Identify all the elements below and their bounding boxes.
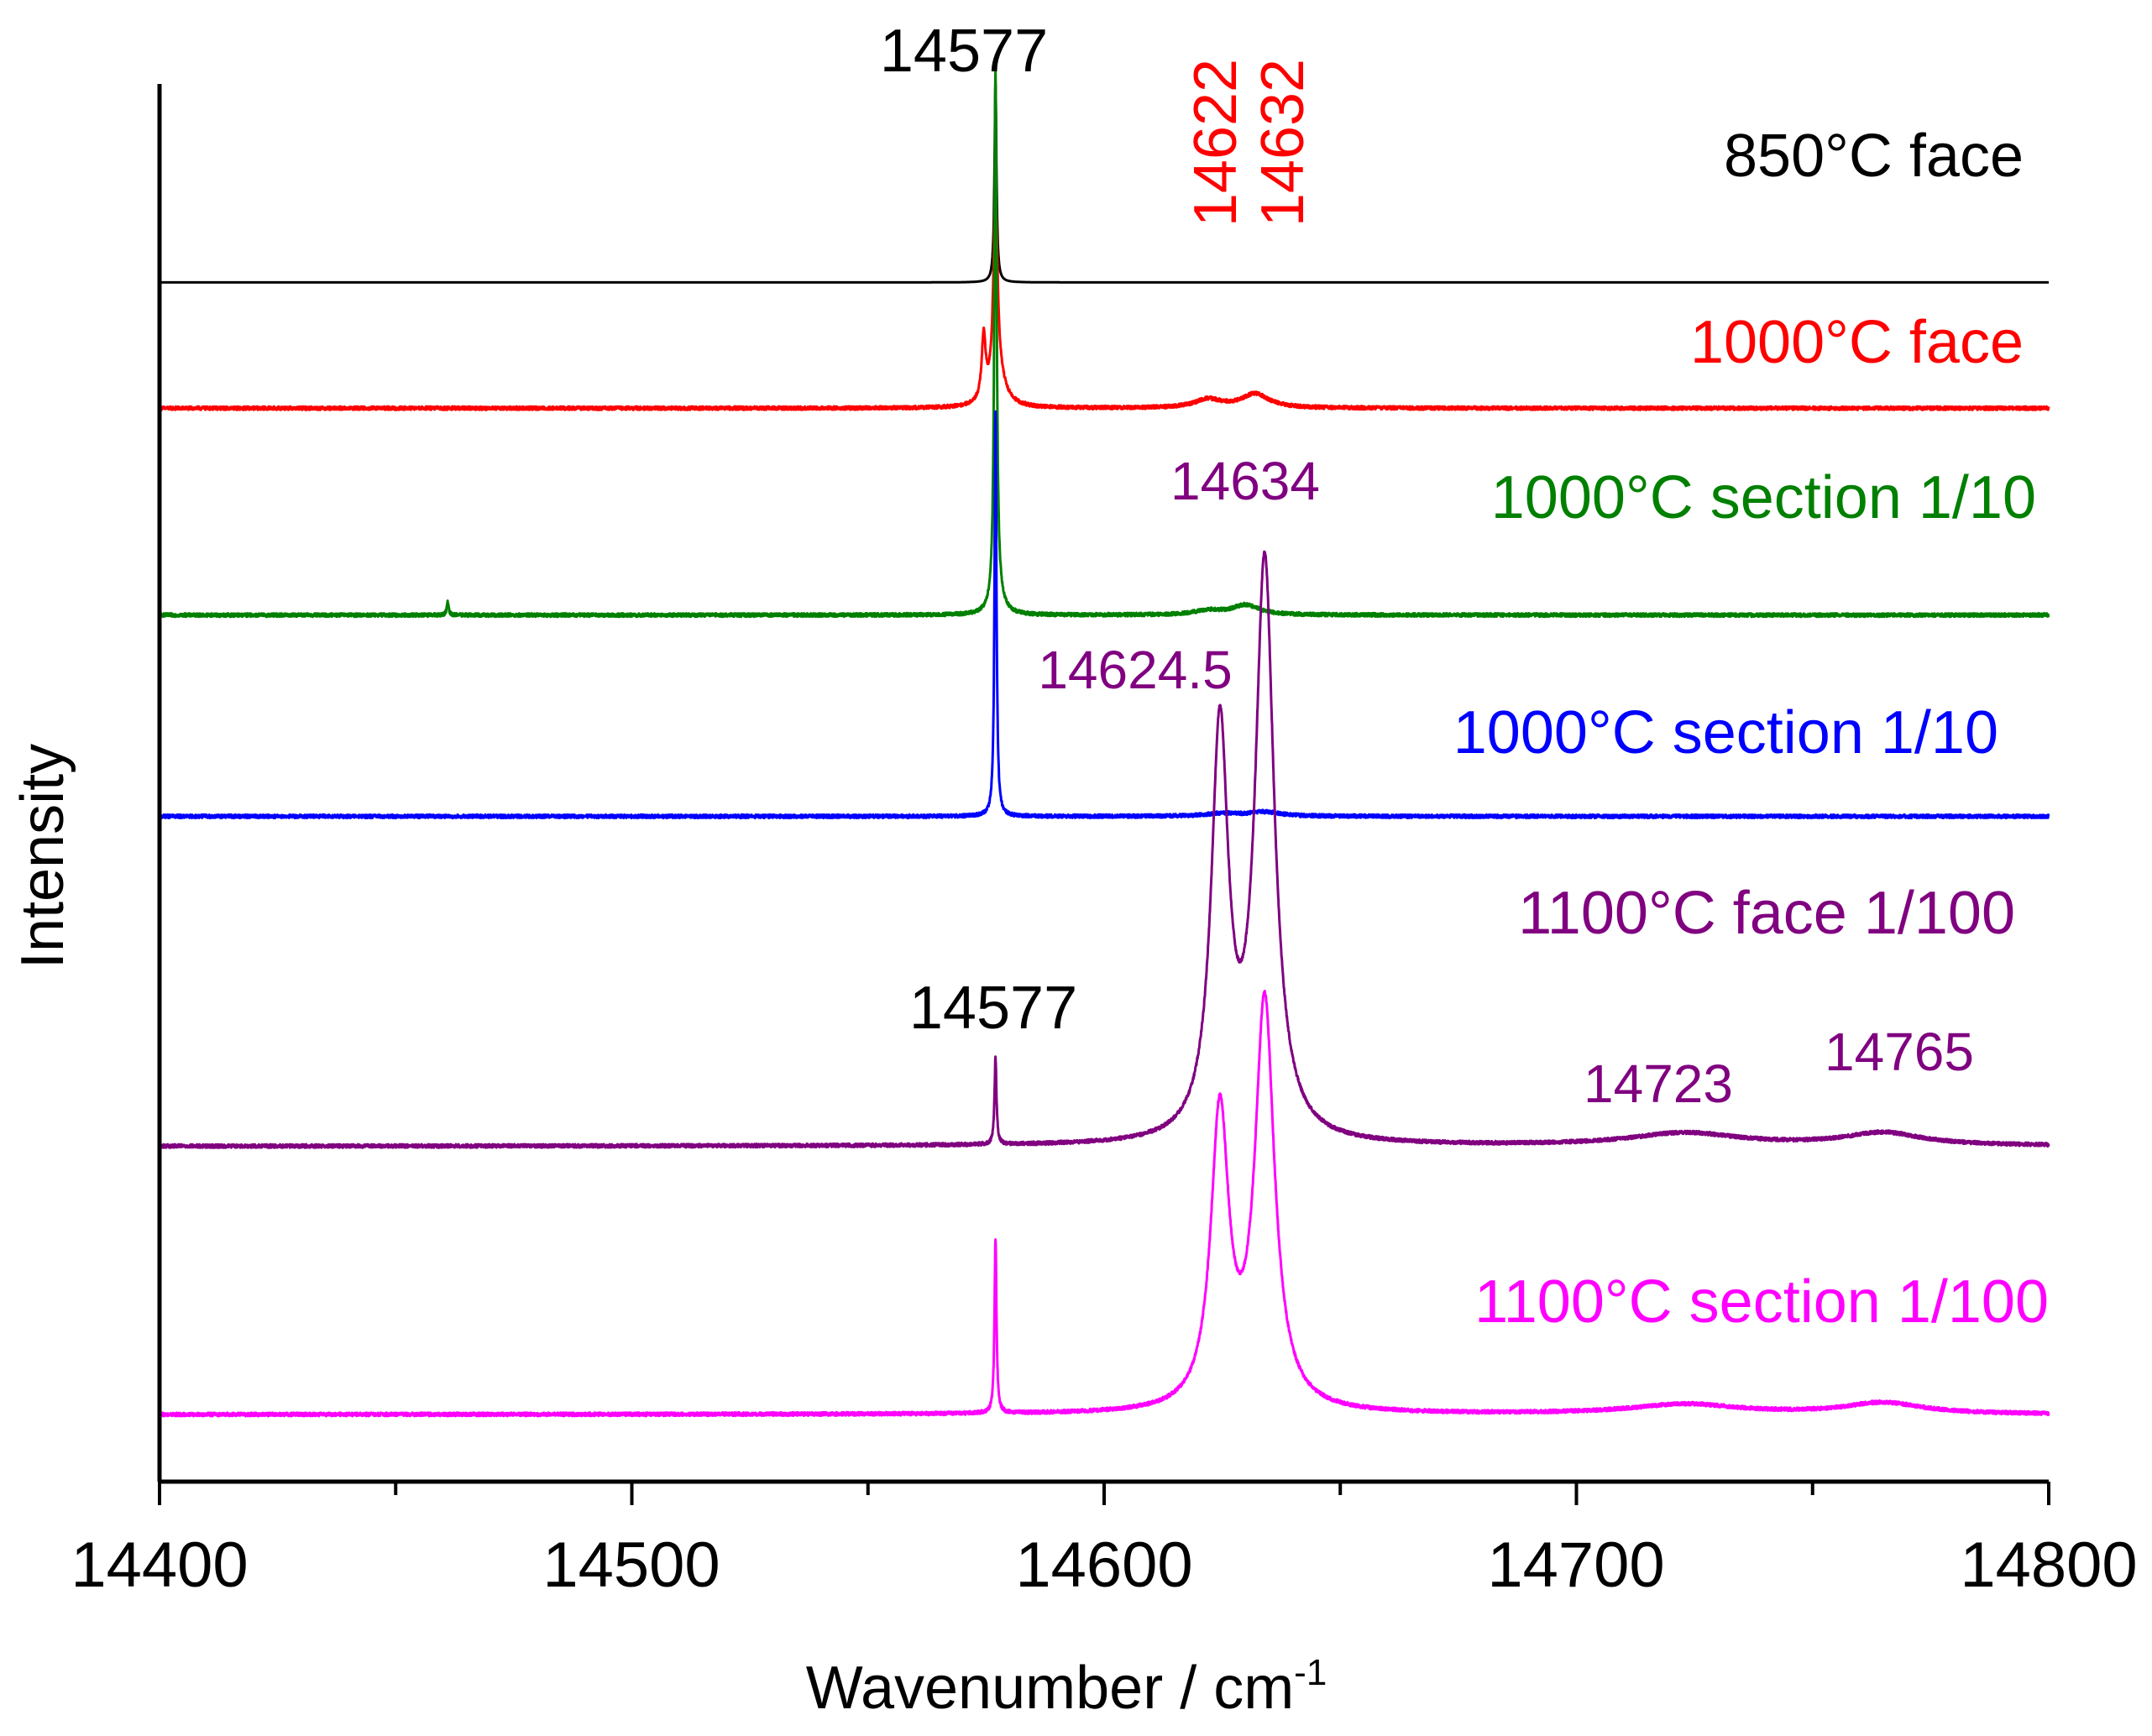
tick-layer <box>158 1482 2050 1505</box>
series-label-1000-section-green: 1000°C section 1/10 <box>1491 464 2036 531</box>
series-line-1 <box>158 182 2050 411</box>
y-axis-title: Intensity <box>9 744 76 969</box>
x-axis-title-sup: -1 <box>1294 1652 1327 1693</box>
x-tick-label-14600: 14600 <box>1015 1529 1192 1601</box>
series-label-1100-section: 1100°C section 1/100 <box>1474 1268 2049 1336</box>
series-label-1100-face: 1100°C face 1/100 <box>1518 880 2015 947</box>
peak-label-14723: 14723 <box>1584 1054 1733 1114</box>
peak-label-14577-top: 14577 <box>880 18 1048 85</box>
x-tick-label-14800: 14800 <box>1960 1529 2137 1601</box>
peak-label-14622: 14622 <box>1182 59 1249 227</box>
series-label-1000-face: 1000°C face <box>1690 309 2024 376</box>
series-label-1000-section-blue: 1000°C section 1/10 <box>1453 699 1998 766</box>
x-axis-title-main: Wavenumber / cm <box>806 1655 1294 1722</box>
peak-label-14634: 14634 <box>1170 451 1320 511</box>
series-line-0 <box>158 82 2050 284</box>
series-line-2 <box>158 68 2050 619</box>
x-tick-label-14500: 14500 <box>542 1529 720 1601</box>
peak-label-14577-lower: 14577 <box>909 975 1077 1042</box>
peak-label-14632: 14632 <box>1249 59 1317 227</box>
series-layer <box>158 68 2050 1418</box>
x-axis-title: Wavenumber / cm-1 <box>806 1652 1327 1722</box>
series-line-5 <box>158 990 2050 1418</box>
x-tick-label-14400: 14400 <box>71 1529 248 1601</box>
peak-label-14765: 14765 <box>1825 1022 1974 1082</box>
series-line-3 <box>158 410 2050 819</box>
peak-label-14624-5: 14624.5 <box>1038 640 1232 700</box>
series-label-850-face: 850°C face <box>1724 123 2024 190</box>
x-tick-label-14700: 14700 <box>1487 1529 1664 1601</box>
series-line-4 <box>158 550 2050 1149</box>
